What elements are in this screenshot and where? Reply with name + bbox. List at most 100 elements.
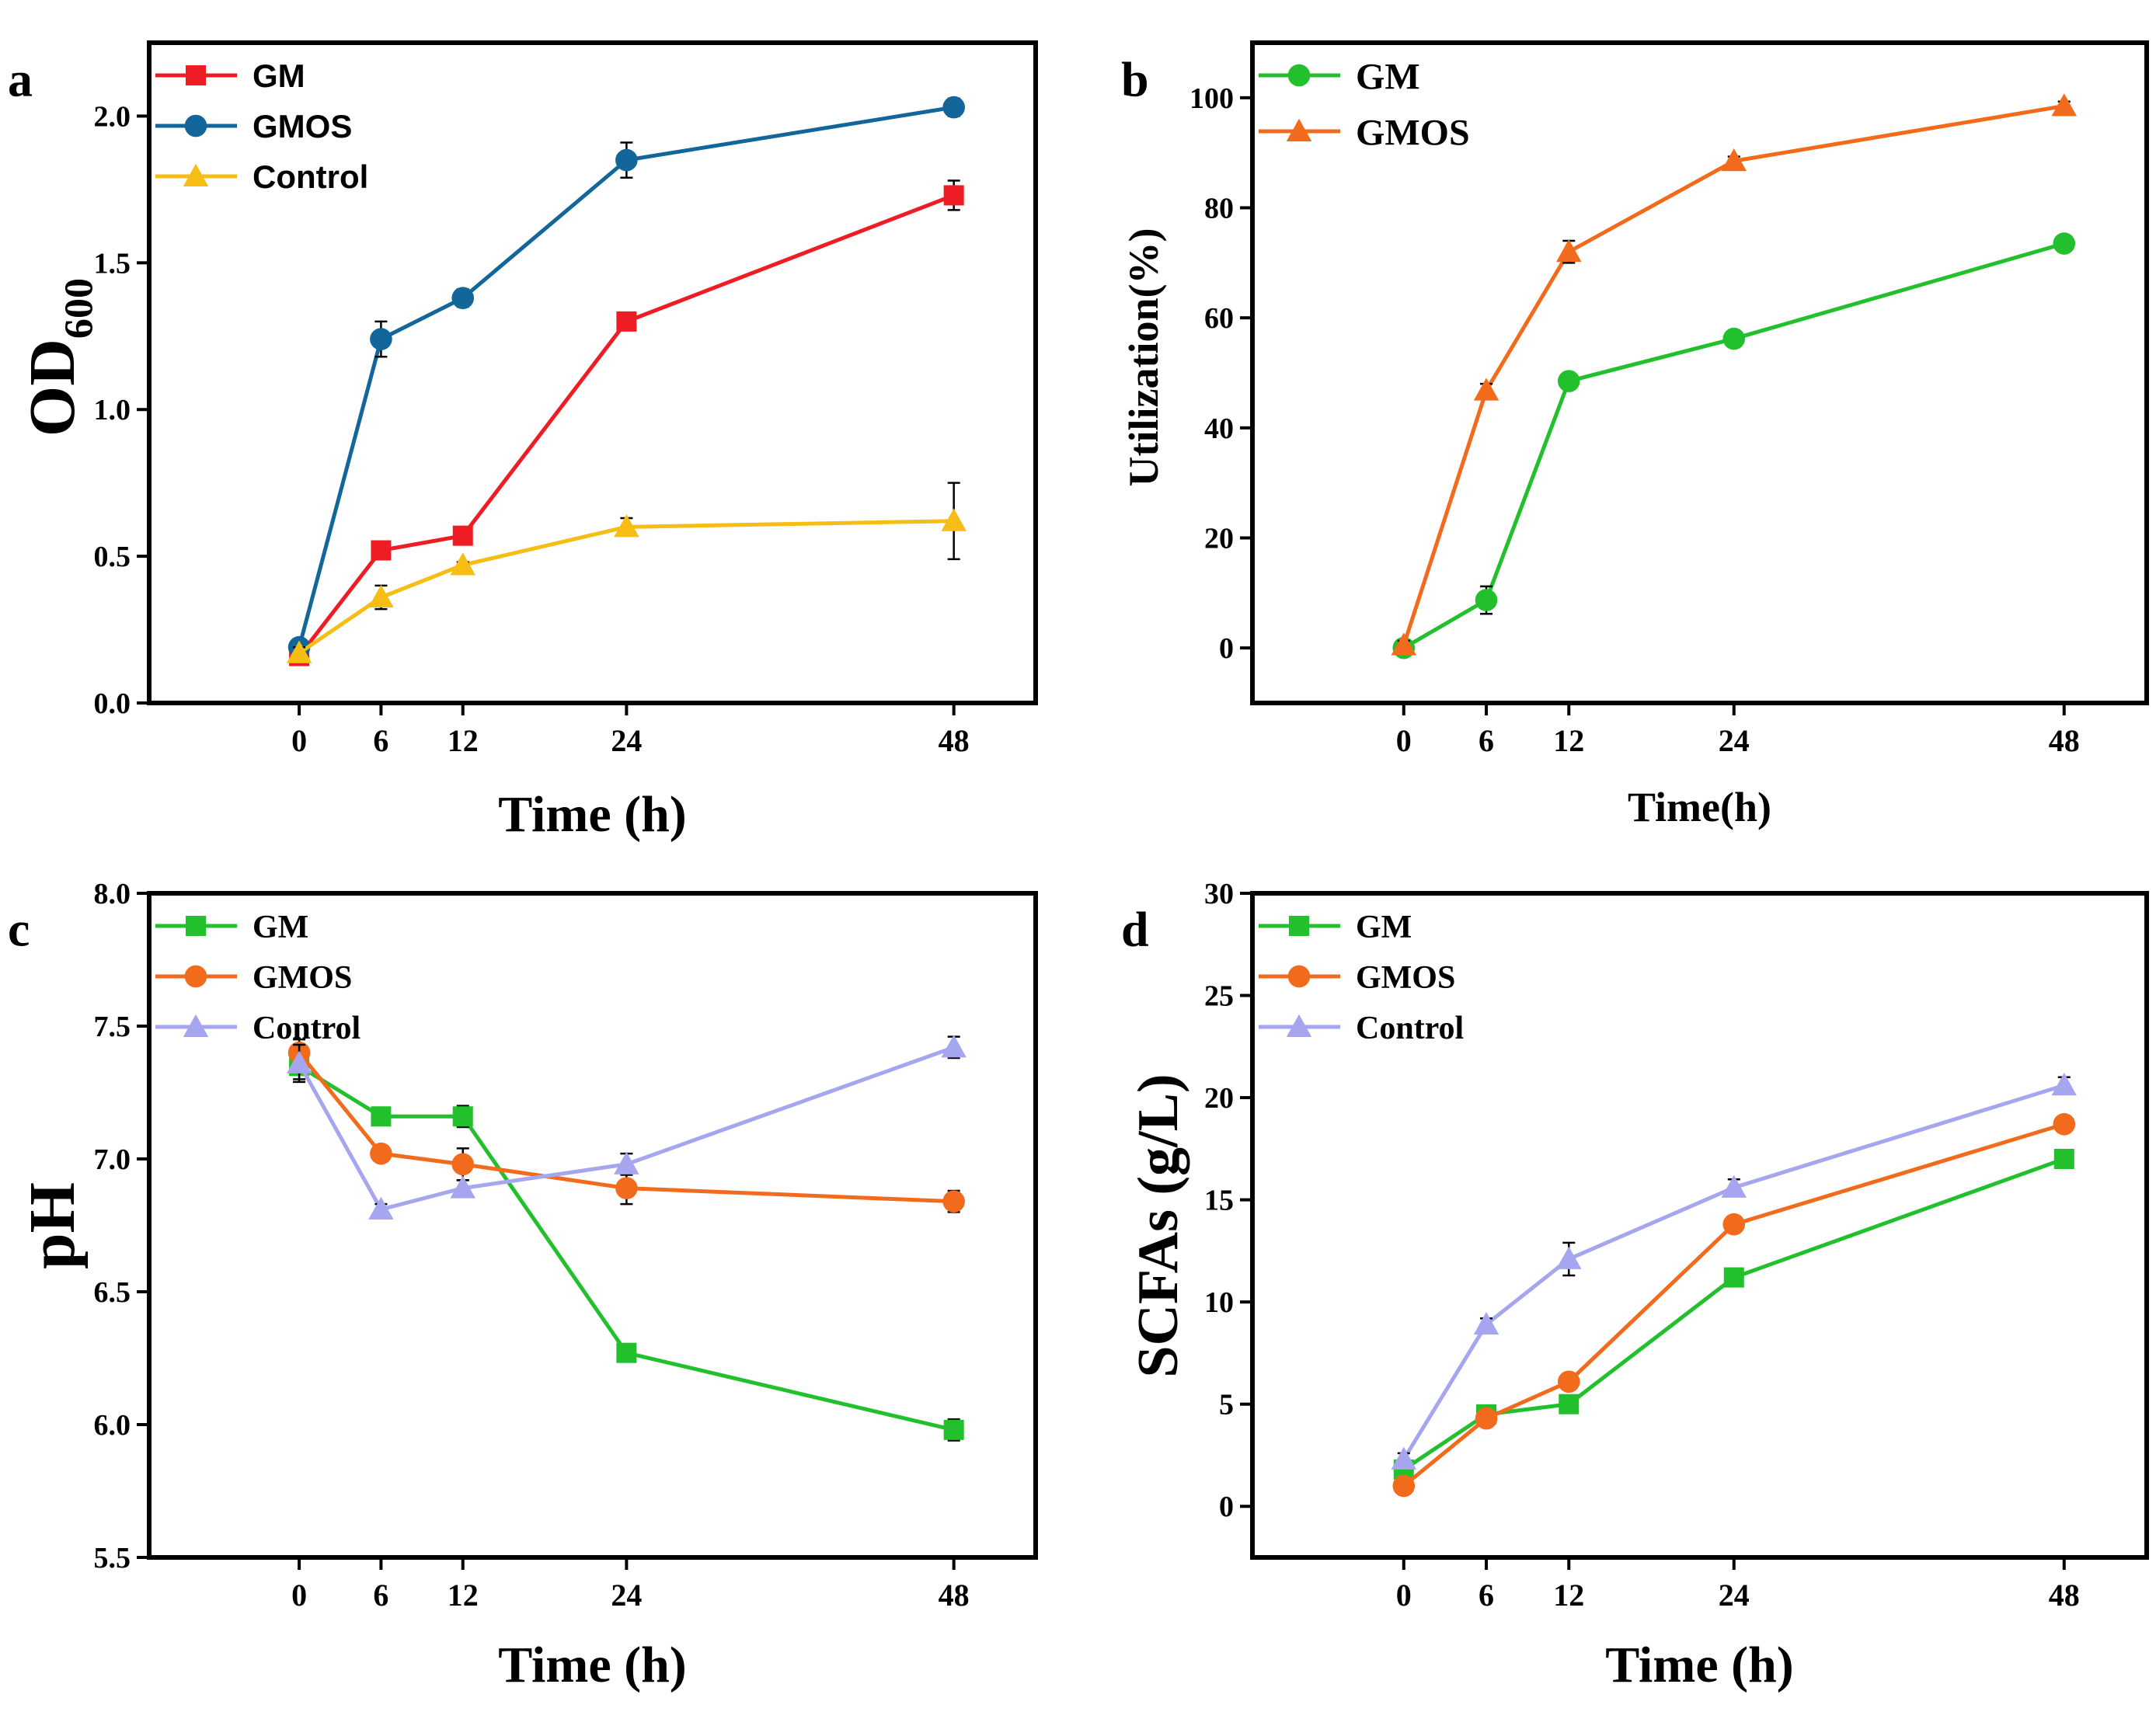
- legend-label: GM: [253, 57, 305, 94]
- y-tick-label: 6.0: [94, 1409, 131, 1442]
- data-point: [615, 148, 638, 172]
- data-point: [616, 1342, 637, 1363]
- data-point: [2053, 232, 2076, 255]
- x-axis-title: Time (h): [1605, 1637, 1794, 1693]
- x-tick-label: 12: [1553, 1578, 1584, 1613]
- y-tick-label: 1.5: [94, 247, 131, 280]
- x-tick-label: 6: [1479, 723, 1494, 758]
- legend-marker: [183, 1014, 209, 1037]
- y-axis-title-main: SCFAs (g/L): [1127, 1073, 1190, 1377]
- data-point: [1391, 1446, 1417, 1470]
- data-point: [2053, 1112, 2076, 1136]
- data-point: [2053, 1149, 2074, 1169]
- data-point: [1721, 148, 1747, 172]
- legend-label: GM: [253, 910, 308, 945]
- y-tick-label: 0.5: [94, 541, 131, 573]
- y-tick-label: 7.5: [94, 1011, 131, 1043]
- legend-marker: [1286, 1014, 1312, 1037]
- data-point: [286, 1050, 312, 1073]
- data-point: [614, 514, 639, 538]
- data-point: [941, 1035, 967, 1058]
- legend: GM GMOS Control: [155, 57, 368, 195]
- x-tick-label: 24: [1719, 723, 1750, 758]
- data-point: [1557, 1370, 1580, 1394]
- data-point: [1475, 1407, 1498, 1430]
- data-point: [1556, 1246, 1582, 1269]
- data-point: [368, 1196, 394, 1220]
- legend-marker: [1287, 965, 1311, 988]
- data-point: [1475, 589, 1498, 611]
- plot-frame: [147, 891, 1038, 1560]
- data-point: [452, 525, 473, 546]
- y-tick-label: 60: [1204, 302, 1234, 335]
- series-control: [1391, 1073, 2078, 1470]
- y-tick-label: 6.5: [94, 1276, 131, 1309]
- data-point: [942, 1190, 965, 1213]
- legend-marker: [186, 65, 206, 85]
- data-point: [371, 540, 392, 561]
- y-axis-title: Utilization(%): [1120, 228, 1167, 487]
- panel-b: b 0 6 12 24 48 0 20 40 60 80 100 Time(h) Utilization(…: [1120, 40, 2149, 830]
- series-control: [286, 1035, 967, 1220]
- y-tick-label: 0: [1219, 632, 1234, 665]
- data-point: [1722, 1213, 1746, 1236]
- plot-frame: [1250, 891, 2149, 1560]
- x-tick-label: 48: [2049, 1578, 2080, 1613]
- legend-label: GM: [1356, 910, 1412, 945]
- legend-marker: [184, 965, 207, 988]
- x-tick-label: 0: [291, 1578, 307, 1613]
- data-point: [1391, 632, 1417, 656]
- x-tick-label: 12: [1553, 723, 1584, 758]
- x-tick-label: 12: [448, 723, 479, 758]
- y-axis-title: SCFAs (g/L): [1127, 1073, 1190, 1377]
- x-tick-label: 48: [939, 723, 970, 758]
- plot-frame: [1250, 40, 2149, 705]
- data-point: [370, 328, 392, 350]
- y-axis-title: OD600: [16, 278, 102, 437]
- data-point: [370, 1142, 392, 1165]
- y-axis-title: pH: [16, 1182, 89, 1269]
- y-tick-label: 20: [1204, 523, 1234, 555]
- y-tick-label: 40: [1204, 412, 1234, 445]
- x-tick-label: 0: [1396, 1578, 1412, 1613]
- x-axis-title: Time(h): [1628, 784, 1771, 830]
- data-point: [450, 1175, 475, 1199]
- x-axis-title: Time (h): [498, 1637, 687, 1693]
- x-tick-label: 6: [1479, 1578, 1494, 1613]
- x-tick-label: 6: [373, 723, 388, 758]
- legend-marker: [1286, 118, 1312, 141]
- x-tick-label: 24: [1719, 1578, 1750, 1613]
- data-point: [1721, 1174, 1747, 1198]
- data-point: [368, 584, 394, 607]
- y-tick-label: 5.5: [94, 1542, 131, 1575]
- data-point: [614, 1151, 639, 1174]
- data-point: [943, 1419, 964, 1440]
- legend-label: GMOS: [253, 960, 352, 996]
- legend-label: Control: [253, 158, 368, 195]
- data-point: [942, 96, 965, 119]
- y-tick-label: 80: [1204, 193, 1234, 225]
- x-tick-label: 12: [448, 1578, 479, 1613]
- data-point: [615, 1177, 638, 1199]
- y-axis-title-subscript: 600: [57, 278, 102, 339]
- series-control: [286, 482, 967, 663]
- data-point: [1392, 1474, 1416, 1498]
- data-point: [1556, 238, 1582, 263]
- legend-label: GMOS: [1356, 112, 1470, 153]
- y-tick-label: 100: [1189, 82, 1234, 115]
- data-point: [1473, 378, 1499, 401]
- x-tick-label: 48: [2049, 723, 2080, 758]
- legend-marker: [1287, 64, 1311, 87]
- y-tick-label: 0.0: [94, 687, 131, 720]
- x-tick-label: 24: [611, 1578, 642, 1613]
- data-point: [1557, 370, 1580, 392]
- data-point: [2051, 93, 2078, 117]
- legend-label: GMOS: [1356, 960, 1455, 996]
- data-point: [451, 1153, 475, 1176]
- plot-frame: [147, 40, 1038, 705]
- y-tick-label: 25: [1204, 980, 1234, 1013]
- legend-marker: [186, 916, 206, 936]
- legend: GM GMOS Control: [1259, 910, 1464, 1046]
- legend-label: Control: [253, 1011, 360, 1046]
